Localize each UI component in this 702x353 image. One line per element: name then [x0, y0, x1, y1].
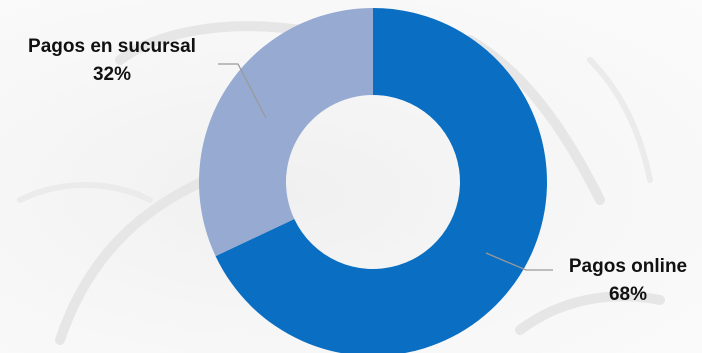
- slice-label-name: Pagos en sucursal: [28, 36, 196, 57]
- donut-slice-pagos-online: [215, 8, 547, 353]
- donut-slice-pagos-en-sucursal: [198, 8, 373, 257]
- slice-label-pagos-en-sucursal: Pagos en sucursal 32%: [6, 33, 218, 89]
- slice-label-value: 68%: [608, 284, 648, 305]
- slice-label-pagos-online: Pagos online 68%: [553, 253, 702, 309]
- slice-label-value: 32%: [92, 64, 132, 85]
- leader-line-pagos-online: [485, 252, 553, 271]
- slice-label-name: Pagos online: [568, 256, 688, 277]
- leader-line-pagos-en-sucursal: [218, 63, 267, 119]
